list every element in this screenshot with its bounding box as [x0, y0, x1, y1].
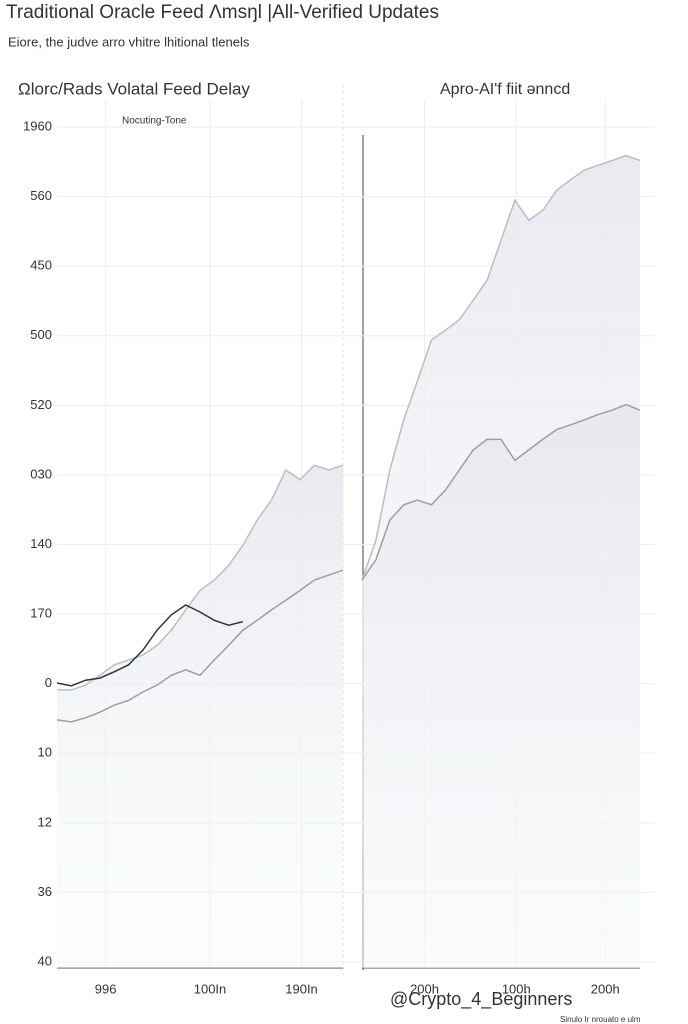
y-tick-label: 560	[30, 188, 52, 203]
x-tick-label: 996	[95, 981, 117, 996]
x-tick-label: 200h	[591, 981, 620, 996]
y-tick-label: 1960	[23, 118, 52, 133]
y-tick-label: 500	[30, 327, 52, 342]
footnote: Sinulo Ir nrouato e ulm	[560, 1015, 641, 1024]
y-tick-label: 0	[45, 675, 52, 690]
title: Traditional Oracle Feed Λmsŋl |All-Verif…	[6, 2, 439, 23]
series-line	[57, 464, 344, 691]
y-tick-label: 030	[30, 466, 52, 481]
series-line	[361, 403, 641, 581]
area	[57, 465, 343, 968]
series-line	[361, 154, 641, 581]
y-tick-label: 36	[38, 884, 52, 899]
x-tick-label: 200h	[410, 981, 439, 996]
series-line	[56, 604, 244, 687]
y-tick-label: 10	[38, 745, 52, 760]
x-tick-label: 100In	[194, 981, 227, 996]
subtitle: Eiore, the judve arro vhitre lhitional t…	[8, 34, 250, 49]
y-tick-label: 140	[30, 536, 52, 551]
y-tick-label: 170	[30, 606, 52, 621]
panel-title: Ωlorc/Rads Volatal Feed Delay	[18, 79, 250, 98]
y-tick-label: 40	[38, 953, 52, 968]
y-tick-label: 12	[38, 814, 52, 829]
panel-title: Apro-AI'f fiit ənncd	[440, 81, 570, 98]
x-tick-label: 100h	[502, 981, 531, 996]
watermark: @Crypto_4_Beginners	[390, 989, 572, 1010]
series-line	[56, 569, 344, 723]
y-tick-label: 520	[30, 397, 52, 412]
y-tick-label: 450	[30, 258, 52, 273]
x-tick-label: 190In	[285, 981, 318, 996]
area	[362, 404, 640, 969]
annotation: Nocuting-Tone	[122, 116, 187, 127]
